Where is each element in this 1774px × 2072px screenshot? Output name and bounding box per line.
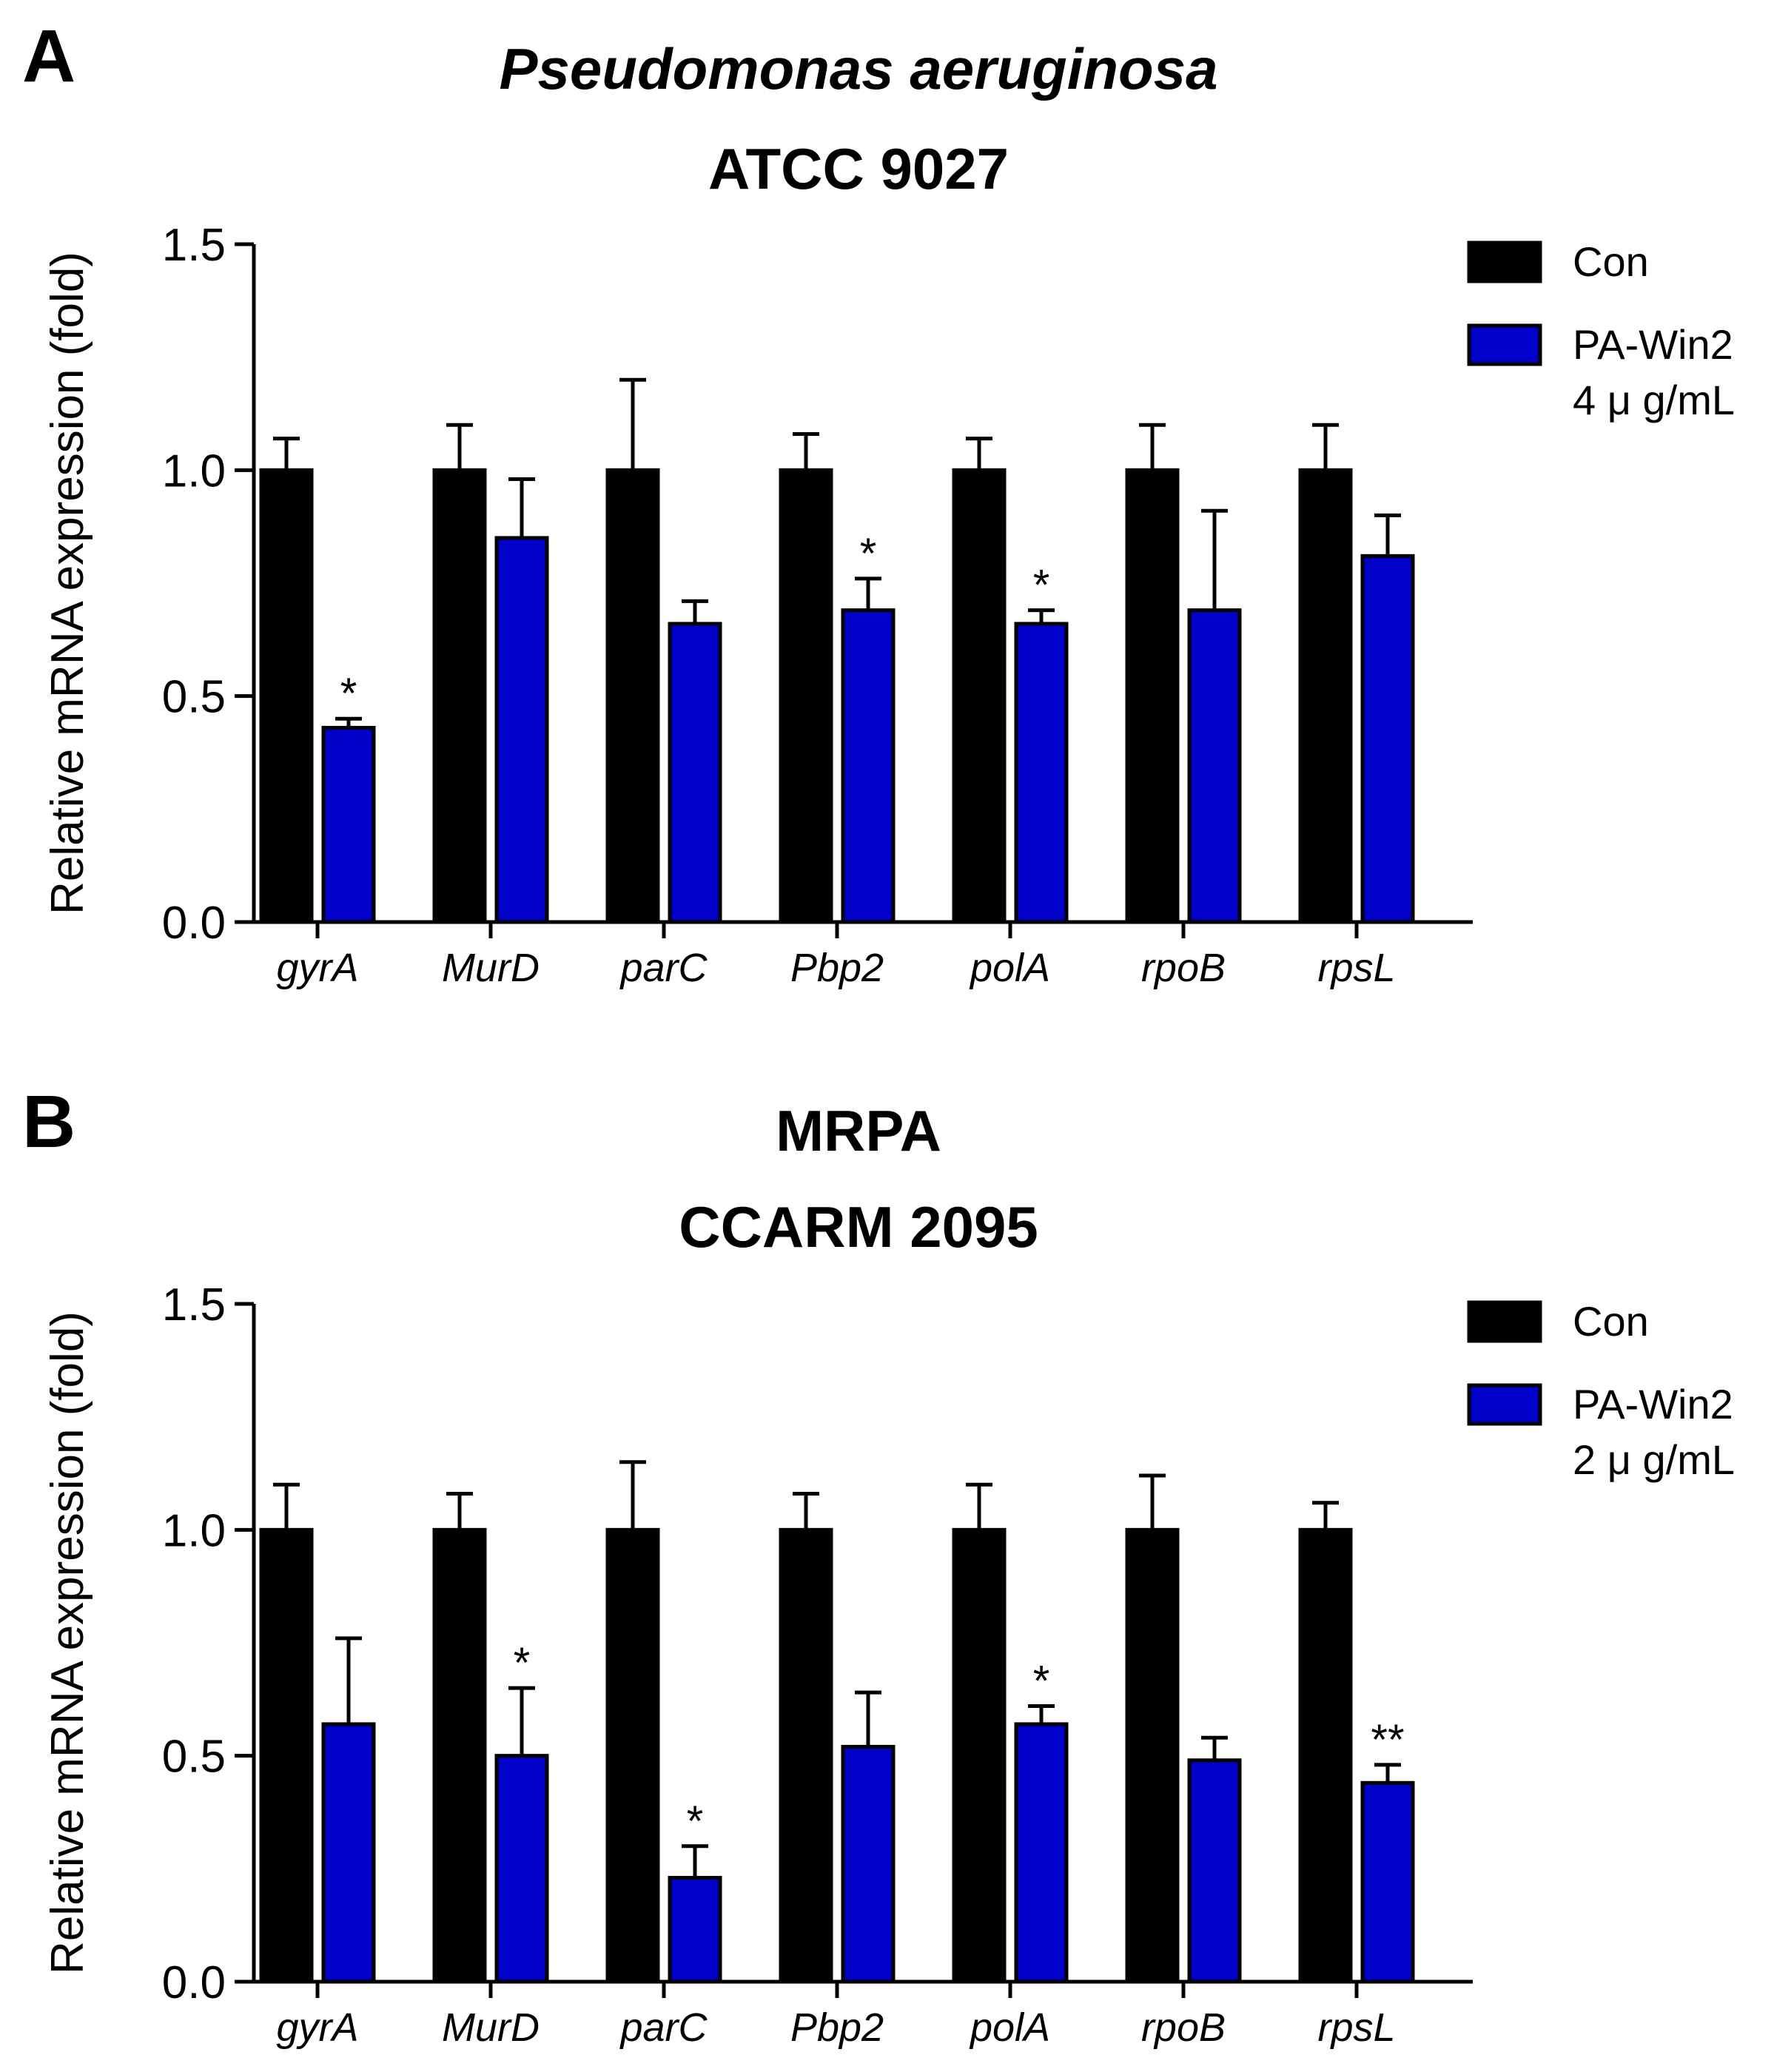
bar-con-rpoB bbox=[1125, 1527, 1180, 1984]
x-tick-label-polA: polA bbox=[969, 946, 1050, 990]
panel-letter: A bbox=[22, 15, 75, 98]
bar-con-Pbp2 bbox=[779, 468, 833, 924]
panel-letter: B bbox=[22, 1080, 75, 1163]
y-axis-label: Relative mRNA expression (fold) bbox=[42, 1311, 93, 1974]
x-tick-label-rpoB: rpoB bbox=[1141, 946, 1226, 990]
bar-pa-win2-MurD bbox=[494, 1754, 549, 1984]
y-tick-label: 0.0 bbox=[162, 1957, 226, 2008]
bar-pa-win2-polA bbox=[1014, 622, 1069, 924]
bar-con-MurD bbox=[432, 468, 487, 924]
bar-pa-win2-Pbp2 bbox=[841, 608, 896, 924]
bar-pa-win2-rpoB bbox=[1187, 1758, 1242, 1984]
x-tick-label-parC: parC bbox=[619, 946, 708, 990]
panel-A: A Pseudomonas aeruginosa ATCC 9027 Relative… bbox=[22, 15, 1735, 990]
x-tick-label-gyrA: gyrA bbox=[276, 946, 358, 990]
bar-pa-win2-rpoB bbox=[1187, 608, 1242, 924]
bar-con-Pbp2 bbox=[779, 1527, 833, 1984]
y-axis-label: Relative mRNA expression (fold) bbox=[42, 252, 93, 915]
bar-pa-win2-parC bbox=[668, 622, 722, 924]
legend-label-con: Con bbox=[1573, 1298, 1649, 1345]
legend-label-concentration: 2 μ g/mL bbox=[1573, 1436, 1735, 1483]
x-tick-label-MurD: MurD bbox=[442, 2005, 540, 2050]
chart-title-line1: MRPA bbox=[776, 1098, 941, 1163]
y-tick-label: 1.0 bbox=[162, 445, 226, 497]
bar-con-rpsL bbox=[1298, 1527, 1353, 1984]
y-tick-label: 0.5 bbox=[162, 1732, 226, 1783]
x-tick-label-gyrA: gyrA bbox=[276, 2005, 358, 2050]
significance-mark-rpsL: ** bbox=[1371, 1716, 1404, 1764]
chart-title-line2: CCARM 2095 bbox=[679, 1194, 1038, 1259]
bar-pa-win2-rpsL bbox=[1360, 554, 1415, 924]
y-tick-label: 0.5 bbox=[162, 672, 226, 723]
significance-mark-Pbp2: * bbox=[860, 530, 877, 578]
legend-swatch-con bbox=[1467, 1300, 1542, 1343]
chart-title-line2: ATCC 9027 bbox=[708, 136, 1009, 201]
legend: Con PA-Win2 4 μ g/mL bbox=[1467, 238, 1735, 423]
bar-con-MurD bbox=[432, 1527, 487, 1984]
y-tick-label: 1.0 bbox=[162, 1505, 226, 1556]
bar-pa-win2-rpsL bbox=[1360, 1780, 1415, 1984]
x-tick-label-MurD: MurD bbox=[442, 946, 540, 990]
x-tick-label-parC: parC bbox=[619, 2005, 708, 2050]
significance-mark-gyrA: * bbox=[340, 670, 357, 718]
legend-swatch-con bbox=[1467, 240, 1542, 283]
y-tick-label: 0.0 bbox=[162, 898, 226, 949]
x-tick-label-Pbp2: Pbp2 bbox=[790, 2005, 884, 2050]
y-tick-label: 1.5 bbox=[162, 1279, 226, 1331]
bar-pa-win2-Pbp2 bbox=[841, 1744, 896, 1984]
x-tick-label-rpsL: rpsL bbox=[1317, 946, 1395, 990]
bar-pa-win2-MurD bbox=[494, 536, 549, 924]
chart-title-line1: Pseudomonas aeruginosa bbox=[500, 36, 1218, 101]
significance-mark-polA: * bbox=[1033, 562, 1050, 610]
bar-con-parC bbox=[605, 468, 660, 924]
bar-pa-win2-polA bbox=[1014, 1722, 1069, 1984]
bar-con-rpoB bbox=[1125, 468, 1180, 924]
bar-pa-win2-parC bbox=[668, 1876, 722, 1984]
x-tick-label-Pbp2: Pbp2 bbox=[790, 946, 884, 990]
legend: Con PA-Win2 2 μ g/mL bbox=[1467, 1298, 1735, 1483]
x-tick-label-rpsL: rpsL bbox=[1317, 2005, 1395, 2050]
bar-pa-win2-gyrA bbox=[321, 1722, 376, 1984]
legend-label-pa-win2: PA-Win2 bbox=[1573, 321, 1733, 368]
legend-label-pa-win2: PA-Win2 bbox=[1573, 1381, 1733, 1427]
y-tick-label: 1.5 bbox=[162, 220, 226, 271]
bar-con-gyrA bbox=[259, 1527, 314, 1984]
x-tick-label-rpoB: rpoB bbox=[1141, 2005, 1226, 2050]
bar-con-rpsL bbox=[1298, 468, 1353, 924]
legend-swatch-pa-win2 bbox=[1467, 323, 1542, 366]
x-tick-label-polA: polA bbox=[969, 2005, 1050, 2050]
bar-con-polA bbox=[952, 1527, 1007, 1984]
bar-con-parC bbox=[605, 1527, 660, 1984]
legend-label-concentration: 4 μ g/mL bbox=[1573, 377, 1735, 423]
significance-mark-parC: * bbox=[687, 1797, 704, 1846]
significance-mark-polA: * bbox=[1033, 1657, 1050, 1705]
panel-B: B MRPA CCARM 2095 Relative mRNA expression … bbox=[22, 1080, 1735, 2050]
significance-mark-MurD: * bbox=[514, 1639, 531, 1687]
legend-label-con: Con bbox=[1573, 238, 1649, 285]
bar-pa-win2-gyrA bbox=[321, 725, 376, 924]
bar-con-polA bbox=[952, 468, 1007, 924]
legend-swatch-pa-win2 bbox=[1467, 1383, 1542, 1426]
bar-con-gyrA bbox=[259, 468, 314, 924]
